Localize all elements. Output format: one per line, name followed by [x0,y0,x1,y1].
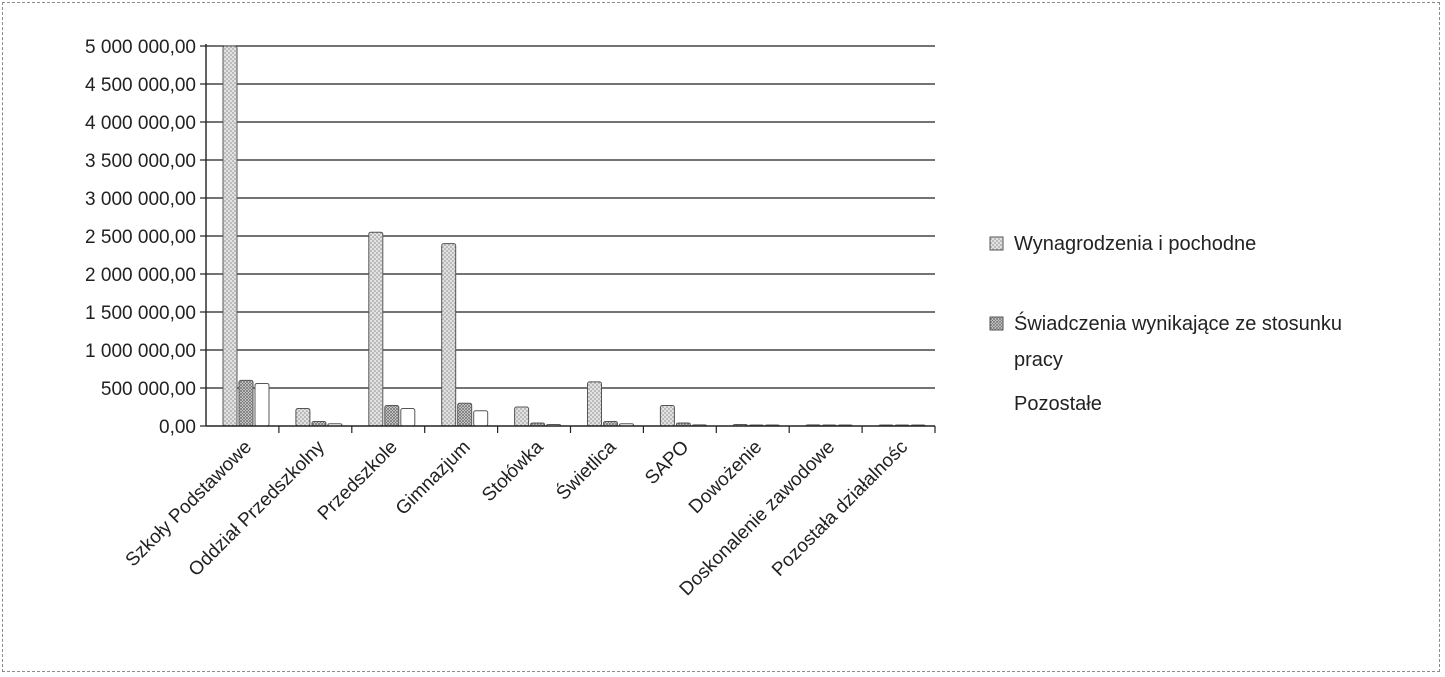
bar-0-3 [442,244,456,426]
axes [206,44,935,433]
y-tick-label: 3 000 000,00 [85,189,196,210]
bar-0-2 [369,232,383,426]
y-tick-label: 5 000 000,00 [85,37,196,58]
bar-0-6 [660,405,674,426]
category-label: Gimnazjum [392,437,475,520]
category-label: SAPO [641,437,693,489]
legend-label: Wynagrodzenia i pochodne [1014,233,1256,255]
bar-0-1 [296,409,310,426]
bar-0-0 [223,46,237,426]
y-tick-label: 4 000 000,00 [85,113,196,134]
bar-0-5 [588,382,602,426]
bar-1-3 [458,403,472,426]
category-label: Świetlica [552,436,621,505]
bar-2-3 [474,411,488,426]
y-tick-label: 0,00 [159,417,196,438]
y-axis-ticks: 0,00 500 000,00 1 000 000,00 1 500 000,00 2 … [85,37,206,438]
legend-label: Pozostałe [1014,393,1102,415]
gridlines [206,46,935,388]
bar-2-0 [255,383,269,426]
y-tick-label: 1 500 000,00 [85,303,196,324]
legend-label: Świadczenia wynikające ze stosunku [1014,311,1342,335]
y-tick-label: 3 500 000,00 [85,151,196,172]
legend-label: pracy [1014,349,1063,371]
y-tick-label: 2 000 000,00 [85,265,196,286]
legend-swatch [990,237,1003,250]
category-label: Stołówka [478,436,548,506]
bar-2-2 [401,409,415,426]
category-label: Szkoły Podstawowe [122,437,256,571]
legend: Wynagrodzenia i pochodne Świadczenia wyni… [990,233,1342,415]
legend-swatch [990,317,1003,330]
bar-1-0 [239,380,253,426]
y-tick-label: 2 500 000,00 [85,227,196,248]
y-tick-label: 1 000 000,00 [85,341,196,362]
category-label: Pozostała działalnośc [768,437,912,581]
y-tick-label: 4 500 000,00 [85,75,196,96]
bar-0-4 [515,407,529,426]
bar-1-2 [385,405,399,426]
category-label: Oddział Przedszkolny [185,436,329,580]
y-tick-label: 500 000,00 [101,379,196,400]
